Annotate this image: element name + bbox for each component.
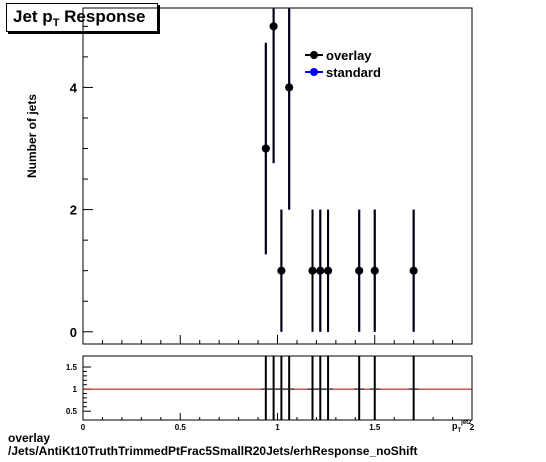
ratio-y-tick-label: 1 [73, 385, 78, 394]
main-panel: 0 2 4 Number of jets [25, 7, 473, 345]
y-tick-label: 0 [70, 325, 77, 340]
x-axis-label: pTjet2 [452, 420, 472, 432]
legend-label-overlay: overlay [326, 48, 372, 63]
legend-marker-overlay [310, 51, 318, 59]
ratio-y-tick-label: 0.5 [66, 407, 78, 416]
overlay-point [277, 266, 286, 275]
y-tick-label: 4 [70, 80, 78, 95]
overlay-point [285, 83, 294, 92]
overlay-point [324, 266, 333, 275]
overlay-point [355, 266, 364, 275]
legend-marker-standard [310, 68, 318, 76]
overlay-point [316, 266, 325, 275]
legend-label-standard: standard [326, 65, 381, 80]
overlay-point [370, 266, 379, 275]
y-axis-label: Number of jets [25, 94, 39, 178]
legend: overlay standard [305, 48, 381, 80]
x-tick-label: 0 [81, 423, 86, 432]
ratio-y-tick-label: 1.5 [66, 363, 78, 372]
overlay-point [409, 266, 418, 275]
footer-line-1: overlay [8, 431, 51, 445]
x-tick-label: 2 [470, 423, 475, 432]
chart-title: Jet pT Response [13, 7, 146, 29]
overlay-point [261, 144, 270, 153]
footer: overlay /Jets/AntiKt10TruthTrimmedPtFrac… [8, 432, 417, 458]
footer-line-2: /Jets/AntiKt10TruthTrimmedPtFrac5SmallR2… [8, 444, 418, 458]
overlay-point [308, 266, 317, 275]
y-tick-label: 2 [70, 203, 77, 218]
x-tick-label: 0.5 [175, 423, 187, 432]
x-tick-label: 1.5 [369, 423, 381, 432]
overlay-point [269, 22, 278, 31]
x-tick-label: 1 [275, 423, 280, 432]
